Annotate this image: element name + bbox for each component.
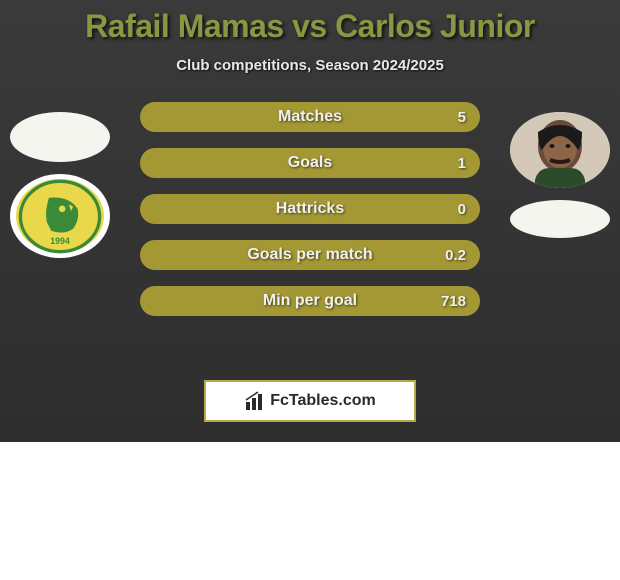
stat-value-right: 5 xyxy=(458,109,466,126)
comparison-subtitle: Club competitions, Season 2024/2025 xyxy=(0,57,620,74)
stat-label: Goals per match xyxy=(247,246,372,264)
svg-text:1994: 1994 xyxy=(50,236,70,246)
player-left-avatar xyxy=(10,112,110,162)
fctables-text: FcTables.com xyxy=(270,392,376,410)
aek-logo-svg: 1994 xyxy=(16,178,104,255)
stat-row: Hattricks 0 xyxy=(140,194,480,224)
player-left-column: 1994 xyxy=(10,112,110,258)
stat-value-right: 1 xyxy=(458,155,466,172)
comparison-title: Rafail Mamas vs Carlos Junior xyxy=(0,8,620,45)
player-right-column xyxy=(510,112,610,238)
stat-value-right: 0.2 xyxy=(445,247,466,264)
stat-row: Matches 5 xyxy=(140,102,480,132)
stat-row: Goals 1 xyxy=(140,148,480,178)
stat-row: Min per goal 718 xyxy=(140,286,480,316)
player-face-icon xyxy=(510,112,610,188)
infographic-container: Rafail Mamas vs Carlos Junior Club compe… xyxy=(0,0,620,580)
fctables-badge[interactable]: FcTables.com xyxy=(204,380,416,422)
main-area: 1994 Matches5 xyxy=(0,112,620,372)
stat-label: Min per goal xyxy=(263,292,357,310)
stat-value-right: 0 xyxy=(458,201,466,218)
stat-label: Matches xyxy=(278,108,342,126)
stat-label: Hattricks xyxy=(276,200,344,218)
bottom-whitespace xyxy=(0,442,620,580)
player-right-club xyxy=(510,200,610,238)
stat-label: Goals xyxy=(288,154,332,172)
player-right-avatar xyxy=(510,112,610,188)
player-left-club: 1994 xyxy=(10,174,110,258)
stat-row: Goals per match 0.2 xyxy=(140,240,480,270)
stats-bars: Matches 5 Goals 1 Hattricks 0 Goals per match 0… xyxy=(140,102,480,332)
chart-icon xyxy=(244,390,266,412)
stat-value-right: 718 xyxy=(441,293,466,310)
aek-logo: 1994 xyxy=(16,179,104,253)
